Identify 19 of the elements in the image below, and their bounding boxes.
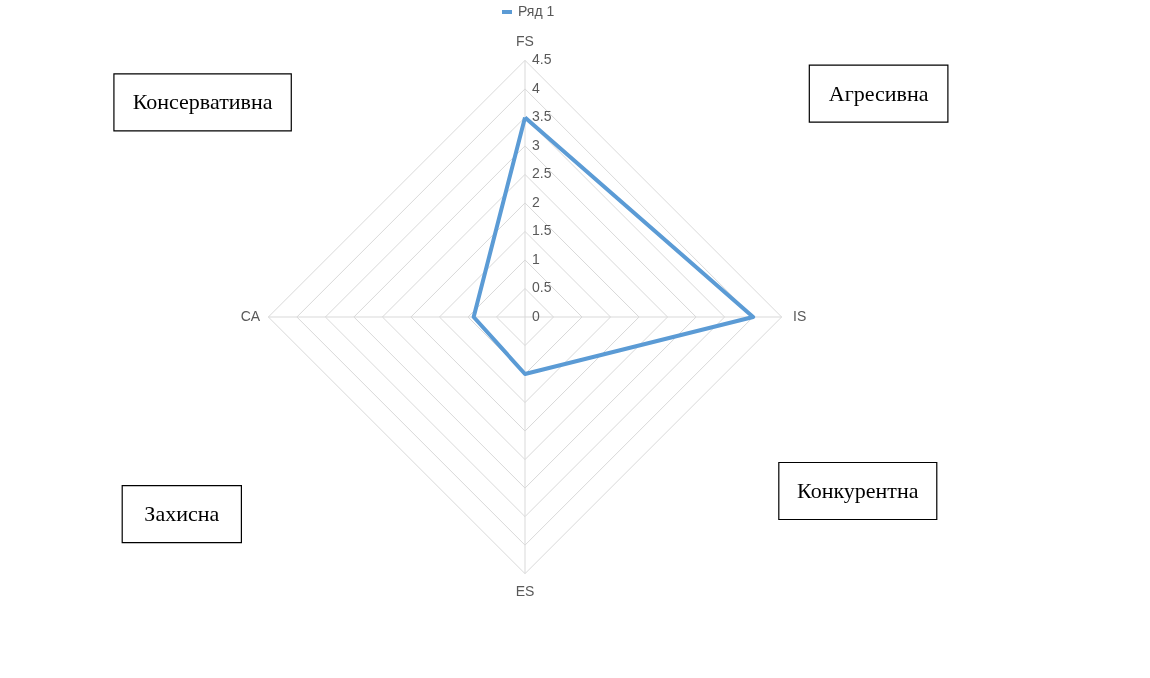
text: Консервативна [132, 89, 273, 115]
spoke-label: ES [515, 582, 535, 599]
spoke-label: CA [240, 308, 261, 324]
text: Захисна [144, 501, 220, 527]
spoke-label: FS [516, 33, 534, 50]
spoke-label: IS [792, 308, 807, 324]
y-tick-label: 4 [532, 79, 540, 96]
y-tick-label: 2 [532, 193, 540, 210]
y-tick-label: 0 [532, 308, 540, 324]
y-tick-label: 3 [532, 136, 540, 153]
y-tick-label: 2.5 [532, 165, 552, 182]
y-tick-label: 1 [532, 250, 540, 267]
y-tick-label: 4.5 [532, 51, 552, 68]
text: Агресивна [828, 80, 929, 106]
legend-label: Ряд 1 [518, 3, 555, 19]
y-tick-label: 1.5 [532, 222, 552, 239]
text: Конкурентна [797, 478, 919, 503]
y-tick-label: 3.5 [532, 108, 552, 125]
y-tick-label: 0.5 [532, 279, 552, 296]
